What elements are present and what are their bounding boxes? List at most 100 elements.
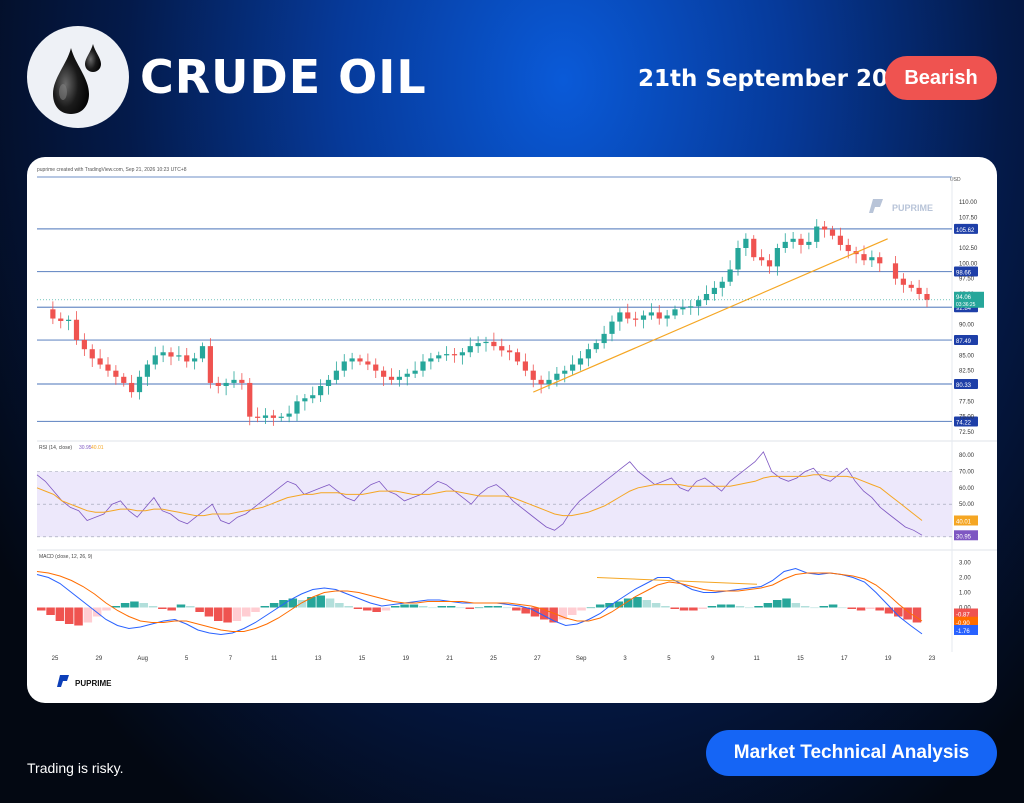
rsi-tick-label: 70.00 [959,470,975,476]
macd-histogram-bar [465,607,475,609]
macd-histogram-bar [446,606,456,608]
macd-histogram-bar [46,607,55,615]
candle-body [696,300,702,307]
level-tag [954,416,978,427]
candle-body [869,257,875,261]
macd-histogram-bar [633,597,642,608]
macd-histogram-bar [148,606,158,608]
macd-divergence-line [596,577,758,585]
macd-tag [954,616,978,627]
candle-body [633,318,639,320]
candle-body [680,307,686,310]
macd-tag-text: -0.87 [956,613,970,619]
macd-histogram-bar [55,607,65,621]
candle-body [341,361,347,371]
macd-histogram-bar [558,607,568,620]
macd-histogram-bar [717,604,726,608]
candle-body [577,358,584,365]
candle-body [451,354,458,356]
macd-histogram-bar [605,603,614,608]
price-tick-label: 77.50 [959,399,975,405]
macd-histogram-bar [372,607,381,612]
macd-histogram-bar [521,607,530,614]
macd-histogram-bar [325,598,335,608]
macd-histogram-bar [549,607,558,623]
price-tick-label: 85.00 [959,353,975,359]
macd-histogram-bar [661,606,670,608]
macd-histogram-bar [195,607,204,612]
candle-body [727,269,733,282]
x-tick-label: 15 [797,656,804,662]
candle-body [877,257,883,264]
macd-histogram-bar [307,597,316,608]
candle-body [475,343,481,347]
level-tag-text: 80.33 [956,383,972,389]
candle-body [601,333,607,344]
macd-histogram-bar [232,607,242,621]
candle-body [349,358,355,362]
candle-body [554,373,560,380]
candle-body [609,321,615,334]
x-tick-label: 23 [929,656,936,662]
price-tick-label: 110.00 [959,200,978,206]
rsi-tick-label: 60.00 [959,486,975,492]
candle-body [759,257,765,261]
x-tick-label: 25 [52,656,59,662]
candle-body [751,238,757,258]
market-analysis-button[interactable]: Market Technical Analysis [706,730,997,776]
rsi-ma-line [36,474,923,521]
candle-body [270,415,276,418]
x-tick-label: 21 [446,656,453,662]
candle-body [231,379,237,383]
level-tag-text: 87.49 [956,339,972,345]
rsi-tag-text: 30.95 [956,534,972,540]
macd-histogram-bar [493,606,502,608]
candle-body [916,287,922,294]
macd-histogram-bar [102,607,111,611]
candle-body [168,352,174,357]
macd-histogram-bar [828,604,838,608]
candle-body [255,416,261,418]
price-tick-label: 72.50 [959,430,975,436]
candle-body [562,370,568,374]
candle-body [459,352,465,356]
candle-body [310,395,316,399]
candle-body [892,263,899,279]
chart-card: puprime created with TradingView.com, Se… [27,157,997,703]
level-tag [954,223,978,234]
x-tick-label: 13 [315,656,322,662]
macd-histogram-bar [595,604,605,608]
macd-histogram-bar [241,607,251,617]
candle-body [570,364,576,371]
rsi-ma-value-label: 40.01 [91,445,104,451]
candle-body [829,229,836,236]
level-tag [954,335,978,346]
candle-body [593,343,599,350]
macd-histogram-bar [344,606,353,608]
macd-signal-line [36,571,923,632]
candle-body [546,379,552,385]
macd-histogram-bar [418,606,428,608]
candle-body [861,254,867,261]
candle-body [152,355,158,365]
macd-histogram-bar [428,607,437,609]
price-tick-label: 102.50 [959,246,978,252]
macd-histogram-bar [409,604,419,608]
candle-body [782,241,788,248]
candle-body [412,370,418,374]
candle-body [176,355,182,357]
candle-body [223,382,229,386]
macd-histogram-bar [130,601,139,608]
level-tag-text: 105.62 [956,228,975,234]
macd-histogram-bar [391,606,400,608]
macd-histogram-bar [642,600,652,608]
macd-histogram-bar [651,603,661,608]
x-tick-label: Sep [576,656,587,662]
x-tick-label: 9 [711,656,715,662]
macd-histogram-bar [111,606,121,608]
macd-histogram-bar [530,607,540,617]
macd-histogram-bar [903,607,912,620]
candle-body [483,341,489,344]
price-tick-label: 107.50 [959,215,978,221]
candle-body [499,346,505,351]
